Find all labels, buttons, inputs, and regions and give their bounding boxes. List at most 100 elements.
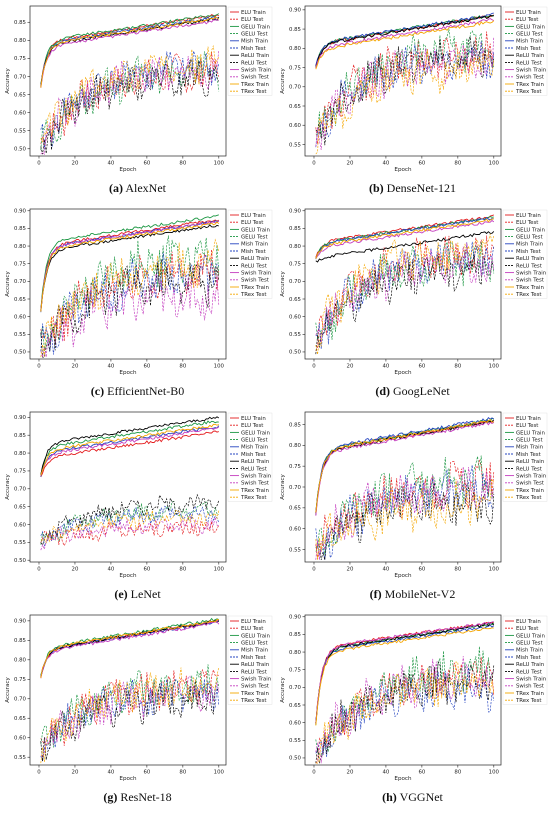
series-elu-test bbox=[315, 235, 495, 351]
series-trex-train bbox=[315, 218, 495, 259]
panel-caption: (b) DenseNet-121 bbox=[275, 181, 550, 196]
series-mish-train bbox=[40, 620, 220, 677]
panel-caption-name: ResNet-18 bbox=[117, 790, 172, 804]
series-relu-test bbox=[315, 661, 495, 764]
series-mish-test bbox=[40, 505, 220, 547]
x-tick-label: 80 bbox=[454, 161, 461, 167]
series-swish-train bbox=[40, 19, 219, 88]
plot-frame bbox=[29, 614, 227, 766]
legend-label: ELU Test bbox=[516, 423, 538, 429]
legend-label: ReLU Train bbox=[241, 53, 269, 59]
series-gelu-test bbox=[315, 240, 495, 340]
series-mish-train bbox=[315, 624, 495, 724]
legend-label: ReLU Train bbox=[516, 256, 544, 262]
legend-label: Swish Train bbox=[516, 68, 546, 74]
series-mish-test bbox=[315, 464, 494, 560]
legend-label: GELU Train bbox=[241, 227, 270, 233]
legend-label: GELU Test bbox=[241, 641, 268, 647]
chart-panel-g: 0.55 0.60 0.65 0.70 0.75 0.80 0.85 0.90 0 20 40 60 8… bbox=[0, 609, 275, 812]
series-trex-train bbox=[315, 627, 494, 726]
chart-svg-e: 0.50 0.55 0.60 0.65 0.70 0.75 0.80 0.85 0.90 0 20 4… bbox=[5, 411, 273, 579]
legend-label: TRex Test bbox=[515, 495, 542, 501]
legend-label: Swish Test bbox=[241, 481, 269, 487]
y-tick-label: 0.55 bbox=[14, 540, 26, 546]
legend-label: ELU Train bbox=[241, 619, 266, 625]
y-tick-label: 0.80 bbox=[289, 46, 302, 52]
legend-label: Mish Train bbox=[241, 445, 268, 451]
legend-label: TRex Train bbox=[240, 82, 269, 88]
series-relu-train bbox=[40, 416, 220, 476]
y-tick-label: 0.50 bbox=[14, 147, 27, 153]
series-mish-train bbox=[40, 425, 220, 477]
x-axis-label: Epoch bbox=[119, 573, 137, 579]
x-tick-label: 0 bbox=[312, 161, 316, 167]
y-tick-label: 0.75 bbox=[289, 668, 301, 674]
series-gelu-test bbox=[315, 646, 495, 756]
legend-box bbox=[502, 209, 548, 299]
legend-label: GELU Test bbox=[516, 438, 543, 444]
y-tick-label: 0.55 bbox=[14, 755, 26, 761]
legend-label: ReLU Train bbox=[516, 662, 544, 668]
x-axis-label: Epoch bbox=[119, 776, 137, 782]
y-tick-label: 0.80 bbox=[14, 451, 27, 457]
series-swish-train bbox=[40, 220, 220, 311]
y-tick-label: 0.90 bbox=[289, 8, 302, 14]
series-gelu-train bbox=[40, 214, 219, 311]
x-tick-label: 40 bbox=[382, 567, 389, 573]
legend-label: Mish Test bbox=[241, 46, 266, 52]
y-tick-label: 0.75 bbox=[289, 65, 301, 71]
series-swish-train bbox=[315, 621, 494, 724]
series-trex-train bbox=[40, 221, 220, 312]
panel-caption-name: LeNet bbox=[127, 587, 161, 601]
legend-label: ELU Train bbox=[516, 10, 541, 16]
chart-svg-c: 0.50 0.55 0.60 0.65 0.70 0.75 0.80 0.85 0.90 0 20 4… bbox=[5, 209, 273, 376]
x-tick-label: 20 bbox=[72, 364, 79, 370]
legend-box bbox=[227, 6, 273, 96]
x-tick-label: 40 bbox=[382, 770, 389, 776]
y-tick-label: 0.80 bbox=[14, 244, 27, 250]
y-tick-label: 0.55 bbox=[289, 547, 301, 553]
series-elu-train bbox=[315, 14, 495, 68]
y-axis-label: Accuracy bbox=[280, 271, 286, 297]
y-tick-label: 0.85 bbox=[14, 433, 26, 439]
y-tick-label: 0.75 bbox=[289, 262, 301, 268]
legend-label: ELU Train bbox=[516, 619, 541, 625]
legend-label: ELU Train bbox=[241, 213, 266, 219]
legend-label: Swish Train bbox=[516, 677, 546, 683]
x-tick-label: 60 bbox=[143, 770, 150, 776]
x-tick-label: 60 bbox=[143, 364, 150, 370]
series-trex-train bbox=[40, 16, 220, 88]
legend-label: GELU Test bbox=[516, 32, 543, 38]
series-relu-test bbox=[40, 58, 220, 155]
legend-label: GELU Train bbox=[516, 430, 545, 436]
series-trex-train bbox=[315, 418, 494, 513]
legend-label: ReLU Test bbox=[241, 60, 267, 66]
panel-caption-name: MobileNet-V2 bbox=[381, 587, 456, 601]
chart-svg-g: 0.55 0.60 0.65 0.70 0.75 0.80 0.85 0.90 0 20 40 60 8… bbox=[5, 614, 273, 782]
series-swish-test bbox=[40, 675, 220, 758]
x-axis-label: Epoch bbox=[394, 573, 412, 579]
legend-label: Mish Train bbox=[516, 39, 543, 45]
series-relu-test bbox=[315, 35, 495, 146]
y-tick-label: 0.90 bbox=[14, 619, 27, 625]
panel-caption-letter: (d) bbox=[375, 384, 390, 398]
plot-frame bbox=[304, 5, 502, 157]
legend-label: ReLU Train bbox=[516, 459, 544, 465]
panel-caption-name: DenseNet-121 bbox=[383, 181, 456, 195]
legend-label: Swish Train bbox=[241, 271, 271, 277]
series-swish-test bbox=[40, 514, 219, 551]
x-tick-label: 100 bbox=[214, 161, 225, 167]
x-tick-label: 40 bbox=[107, 364, 114, 370]
y-tick-label: 0.55 bbox=[289, 332, 301, 338]
x-tick-label: 20 bbox=[347, 770, 354, 776]
y-tick-label: 0.75 bbox=[14, 262, 26, 268]
series-trex-test bbox=[40, 45, 220, 143]
legend-label: ELU Test bbox=[516, 220, 538, 226]
x-tick-label: 20 bbox=[347, 161, 354, 167]
y-tick-label: 0.90 bbox=[289, 615, 302, 621]
y-axis-label: Accuracy bbox=[280, 68, 286, 94]
series-elu-train bbox=[40, 619, 219, 679]
legend-label: Swish Test bbox=[516, 278, 544, 284]
legend-label: TRex Test bbox=[515, 698, 542, 704]
panel-caption: (a) AlexNet bbox=[0, 181, 275, 196]
